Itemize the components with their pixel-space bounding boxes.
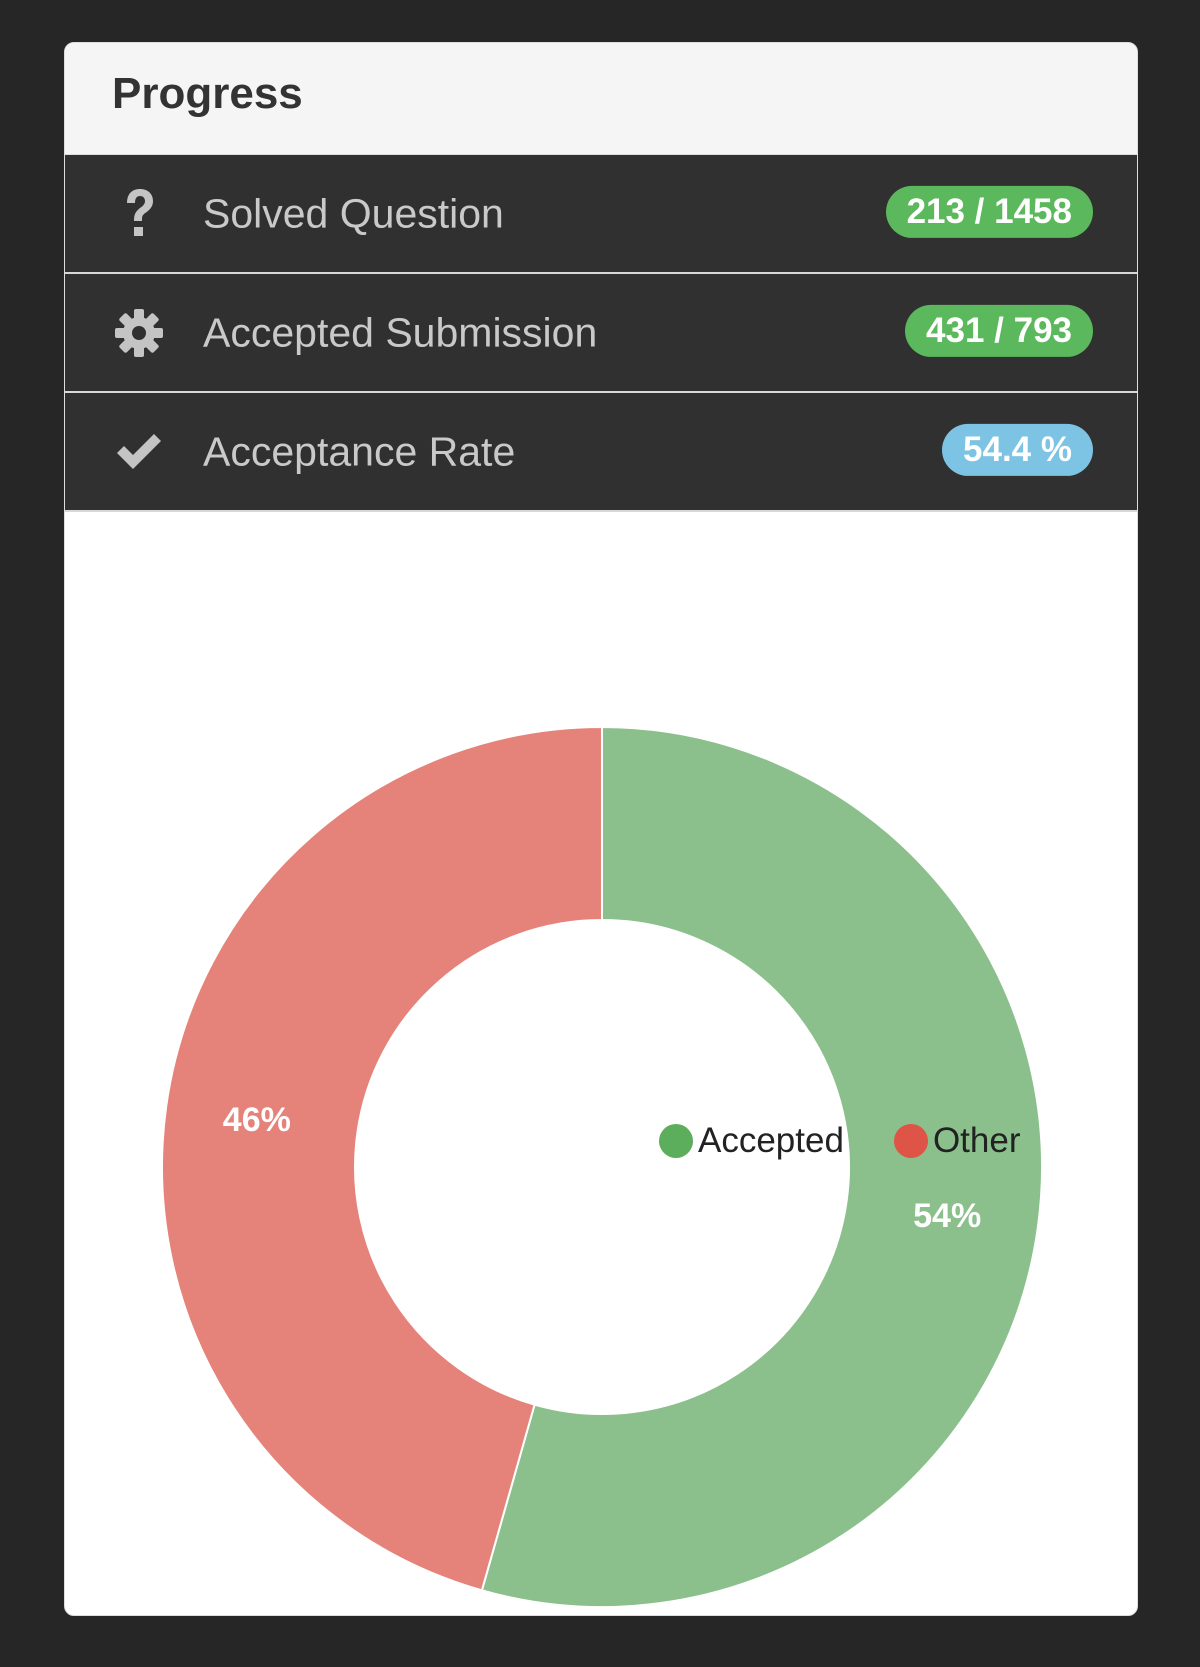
chart-area: 54% 46% Accepted Other: [65, 512, 1137, 1612]
accepted-submission-label: Accepted Submission: [203, 309, 598, 355]
legend-dot-other: [893, 1124, 928, 1158]
check-icon: [113, 426, 165, 478]
legend-label-accepted: Accepted: [698, 1121, 844, 1160]
donut-label-accepted: 54%: [913, 1197, 981, 1235]
acceptance-rate-badge: 54.4 %: [942, 423, 1093, 476]
acceptance-rate-label: Acceptance Rate: [203, 428, 516, 474]
stat-row-accepted-submission: Accepted Submission 431 / 793: [65, 274, 1137, 393]
progress-panel: Progress Solved Question 213 / 1458: [64, 42, 1138, 1616]
stat-row-solved-question: Solved Question 213 / 1458: [65, 155, 1137, 274]
donut-label-other: 46%: [223, 1101, 291, 1139]
stat-row-acceptance-rate: Acceptance Rate 54.4 %: [65, 393, 1137, 512]
legend-item-other[interactable]: Other: [893, 1121, 1021, 1161]
donut-slice-other[interactable]: [161, 725, 603, 1592]
chart-legend: Accepted Other: [659, 1118, 1070, 1164]
donut-chart: 54% 46%: [161, 725, 1044, 1608]
solved-question-badge: 213 / 1458: [885, 185, 1093, 238]
gear-icon: [113, 307, 165, 359]
question-icon: [113, 188, 165, 240]
panel-heading: Progress: [65, 43, 1137, 155]
legend-label-other: Other: [932, 1121, 1021, 1160]
panel-title: Progress: [112, 68, 303, 118]
legend-item-accepted[interactable]: Accepted: [659, 1121, 844, 1161]
solved-question-label: Solved Question: [203, 190, 504, 236]
donut-slice-accepted[interactable]: [480, 725, 1044, 1608]
legend-dot-accepted: [659, 1124, 693, 1158]
accepted-submission-badge: 431 / 793: [905, 304, 1093, 357]
